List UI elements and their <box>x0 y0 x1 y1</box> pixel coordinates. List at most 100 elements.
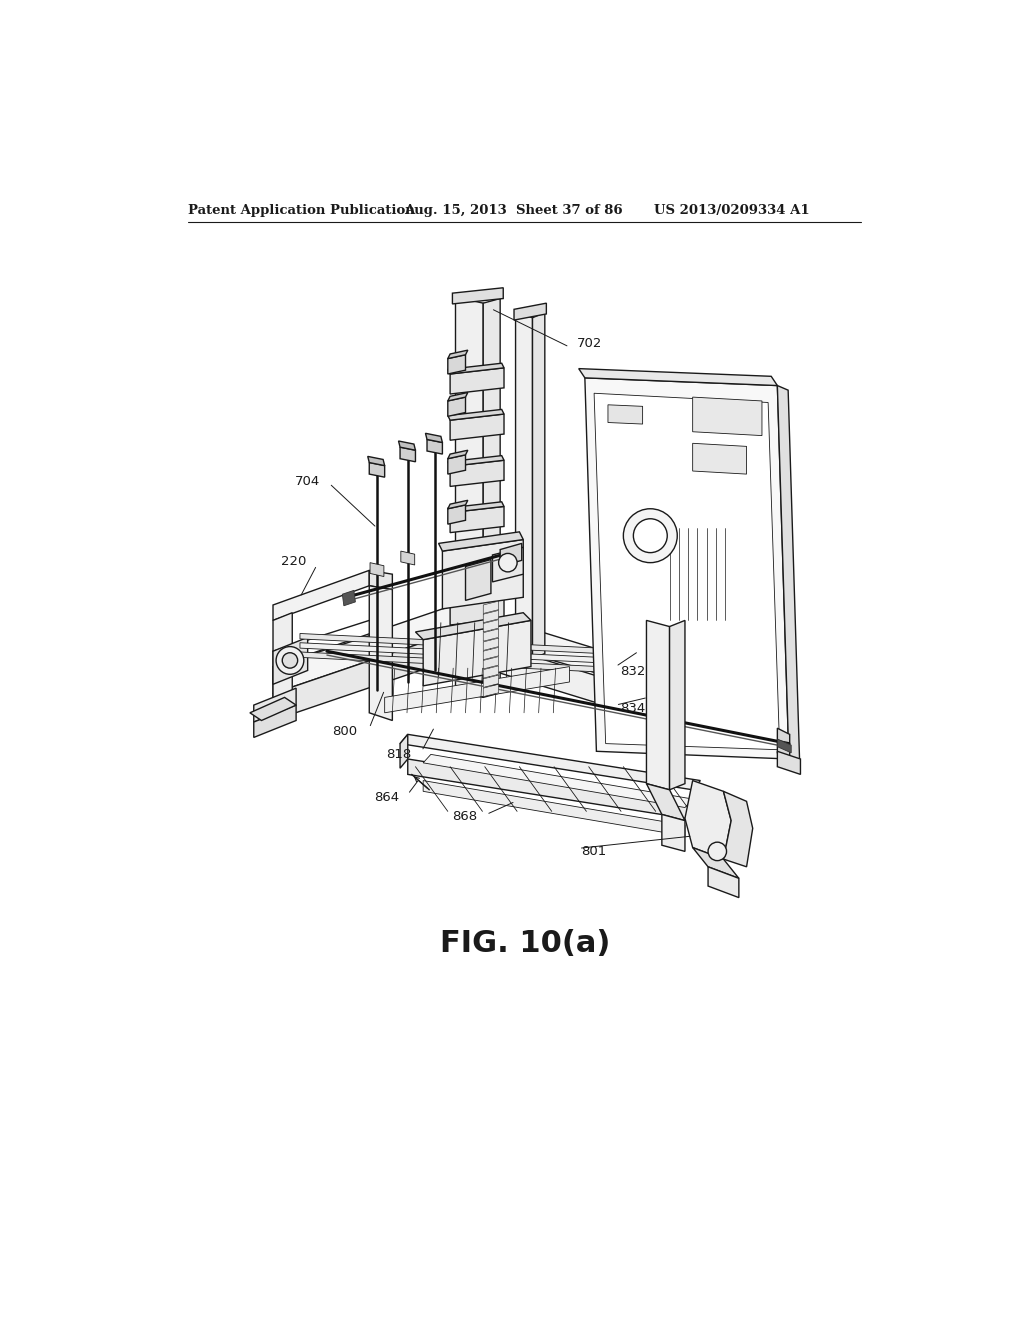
Polygon shape <box>300 643 631 664</box>
Circle shape <box>276 647 304 675</box>
Polygon shape <box>451 368 504 395</box>
Text: 801: 801 <box>581 845 606 858</box>
Circle shape <box>634 519 668 553</box>
Text: US 2013/0209334 A1: US 2013/0209334 A1 <box>654 205 810 218</box>
Polygon shape <box>250 697 296 721</box>
Polygon shape <box>370 586 392 721</box>
Text: 704: 704 <box>295 475 321 488</box>
Polygon shape <box>442 540 523 609</box>
Polygon shape <box>425 433 442 442</box>
Polygon shape <box>447 392 468 401</box>
Circle shape <box>283 653 298 668</box>
Polygon shape <box>408 759 700 821</box>
Text: FIG. 10(a): FIG. 10(a) <box>439 929 610 958</box>
Polygon shape <box>416 612 531 640</box>
Polygon shape <box>692 397 762 436</box>
Polygon shape <box>493 548 523 582</box>
Polygon shape <box>447 500 468 508</box>
Polygon shape <box>451 461 504 487</box>
Polygon shape <box>670 620 685 789</box>
Polygon shape <box>400 447 416 462</box>
Polygon shape <box>451 553 504 578</box>
Polygon shape <box>273 632 454 721</box>
Text: Aug. 15, 2013  Sheet 37 of 86: Aug. 15, 2013 Sheet 37 of 86 <box>403 205 623 218</box>
Polygon shape <box>646 784 685 821</box>
Circle shape <box>708 842 727 861</box>
Polygon shape <box>447 409 504 420</box>
Text: 832: 832 <box>621 665 646 678</box>
Polygon shape <box>273 612 292 705</box>
Polygon shape <box>451 507 504 533</box>
Polygon shape <box>342 590 355 606</box>
Polygon shape <box>692 444 746 474</box>
Polygon shape <box>483 298 500 697</box>
Polygon shape <box>368 457 385 466</box>
Polygon shape <box>724 792 753 867</box>
Polygon shape <box>273 605 654 693</box>
Text: 702: 702 <box>578 337 602 350</box>
Polygon shape <box>254 688 296 722</box>
Polygon shape <box>447 502 504 512</box>
Polygon shape <box>608 405 643 424</box>
Polygon shape <box>400 734 408 768</box>
Polygon shape <box>514 304 547 321</box>
Polygon shape <box>447 350 468 359</box>
Polygon shape <box>451 599 504 626</box>
Text: 864: 864 <box>374 791 399 804</box>
Text: 834: 834 <box>621 702 645 715</box>
Polygon shape <box>273 638 307 684</box>
Polygon shape <box>447 363 504 374</box>
Polygon shape <box>451 414 504 441</box>
Polygon shape <box>447 355 466 374</box>
Polygon shape <box>300 652 631 673</box>
Polygon shape <box>708 867 739 898</box>
Polygon shape <box>447 548 504 558</box>
Polygon shape <box>483 601 499 614</box>
Polygon shape <box>777 729 790 759</box>
Polygon shape <box>579 368 777 385</box>
Polygon shape <box>370 462 385 478</box>
Polygon shape <box>483 628 499 642</box>
Polygon shape <box>483 610 499 623</box>
Polygon shape <box>453 288 503 304</box>
Polygon shape <box>483 656 499 669</box>
Polygon shape <box>438 532 523 552</box>
Text: 868: 868 <box>453 810 477 824</box>
Polygon shape <box>685 780 731 859</box>
Polygon shape <box>646 620 670 789</box>
Polygon shape <box>777 385 800 763</box>
Polygon shape <box>483 638 499 651</box>
Polygon shape <box>532 313 545 659</box>
Polygon shape <box>447 594 504 605</box>
Polygon shape <box>777 751 801 775</box>
Polygon shape <box>385 667 569 713</box>
Polygon shape <box>447 397 466 416</box>
Polygon shape <box>273 570 370 620</box>
Polygon shape <box>447 455 466 474</box>
Polygon shape <box>423 780 685 836</box>
Polygon shape <box>777 739 792 752</box>
Polygon shape <box>585 378 788 759</box>
Polygon shape <box>400 552 415 565</box>
Polygon shape <box>370 562 384 577</box>
Polygon shape <box>500 544 521 566</box>
Polygon shape <box>398 441 416 450</box>
Polygon shape <box>454 632 654 721</box>
Text: Patent Application Publication: Patent Application Publication <box>188 205 415 218</box>
Text: 800: 800 <box>333 725 357 738</box>
Polygon shape <box>447 450 468 459</box>
Polygon shape <box>400 734 700 789</box>
Polygon shape <box>423 620 531 686</box>
Text: 220: 220 <box>282 556 307 569</box>
Circle shape <box>499 553 517 572</box>
Polygon shape <box>483 665 499 678</box>
Polygon shape <box>515 313 532 659</box>
Polygon shape <box>300 634 631 655</box>
Polygon shape <box>594 393 779 750</box>
Polygon shape <box>427 440 442 454</box>
Polygon shape <box>423 755 692 808</box>
Polygon shape <box>483 684 499 697</box>
Polygon shape <box>466 560 490 601</box>
Polygon shape <box>483 619 499 632</box>
Polygon shape <box>447 455 504 466</box>
